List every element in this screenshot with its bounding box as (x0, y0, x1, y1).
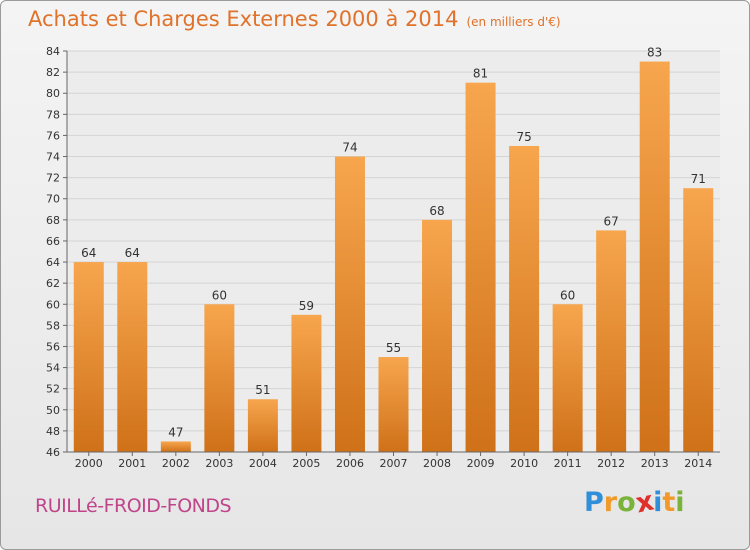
value-label: 67 (604, 214, 619, 228)
bar-2001 (117, 262, 148, 452)
y-tick-label: 78 (46, 108, 60, 121)
value-label: 51 (255, 383, 270, 397)
value-label: 74 (342, 141, 357, 155)
axes: 46 48 50 52 54 56 58 60 62 64 66 68 70 72 74 76 78 80 82 84… (46, 45, 720, 470)
x-tick-label: 2005 (292, 457, 320, 470)
y-tick-label: 82 (46, 66, 60, 79)
y-tick-label: 68 (46, 214, 60, 227)
bar-2004 (247, 399, 278, 452)
y-tick-label: 64 (46, 256, 60, 269)
value-label: 60 (212, 288, 227, 302)
bar-2009 (465, 82, 496, 452)
y-tick-label: 60 (46, 298, 60, 311)
bar-2006 (334, 156, 365, 453)
y-tick-label: 46 (46, 446, 60, 459)
x-tick-label: 2010 (510, 457, 538, 470)
bar-2005 (291, 314, 322, 452)
y-tick-label: 56 (46, 340, 60, 353)
x-tick-label: 2008 (423, 457, 451, 470)
bar-2014 (683, 188, 714, 452)
logo-letter: i (675, 487, 685, 518)
logo-letter: i (653, 487, 663, 518)
y-tick-label: 80 (46, 87, 60, 100)
bar-2000 (73, 262, 104, 452)
logo-letter: P (584, 487, 604, 518)
x-tick-label: 2002 (162, 457, 190, 470)
value-label: 55 (386, 341, 401, 355)
bars: 64 64 47 60 51 59 74 55 68 81 75 60 67 83 71 (73, 46, 714, 453)
value-label: 47 (168, 425, 183, 439)
y-tick-label: 52 (46, 383, 60, 396)
y-tick-label: 62 (46, 277, 60, 290)
y-tick-label: 72 (46, 172, 60, 185)
value-label: 68 (429, 204, 444, 218)
chart-title: Achats et Charges Externes 2000 à 2014 (e… (28, 7, 561, 31)
bar-2008 (422, 219, 453, 452)
value-label: 64 (81, 246, 96, 260)
y-tick-label: 54 (46, 362, 60, 375)
value-label: 75 (516, 130, 531, 144)
value-label: 81 (473, 67, 488, 81)
bar-2013 (639, 61, 670, 452)
y-tick-label: 70 (46, 193, 60, 206)
bar-2002 (160, 441, 191, 452)
x-tick-label: 2014 (684, 457, 712, 470)
x-tick-label: 2000 (75, 457, 103, 470)
value-label: 71 (691, 172, 706, 186)
logo-letter: r (603, 487, 618, 518)
chart-title-text: Achats et Charges Externes 2000 à 2014 (28, 7, 459, 31)
value-label: 60 (560, 288, 575, 302)
x-tick-label: 2009 (467, 457, 495, 470)
y-tick-label: 48 (46, 425, 60, 438)
y-tick-label: 66 (46, 235, 60, 248)
y-tick-label: 76 (46, 129, 60, 142)
bar-2010 (509, 145, 540, 452)
logo-letter: o (617, 487, 636, 518)
y-tick-label: 58 (46, 319, 60, 332)
value-label: 59 (299, 299, 314, 313)
bar-2011 (552, 304, 583, 452)
x-tick-label: 2012 (597, 457, 625, 470)
logo-letter: t (662, 487, 676, 518)
x-tick-label: 2006 (336, 457, 364, 470)
y-tick-label: 74 (46, 151, 60, 164)
y-tick-label: 84 (46, 45, 60, 58)
x-tick-label: 2004 (249, 457, 277, 470)
x-tick-label: 2011 (554, 457, 582, 470)
value-label: 64 (125, 246, 140, 260)
x-tick-label: 2013 (641, 457, 669, 470)
town-name: RUILLé-FROID-FONDS (35, 495, 232, 517)
chart-unit: (en milliers d'€) (466, 15, 561, 29)
x-tick-label: 2003 (205, 457, 233, 470)
bar-2003 (204, 304, 235, 452)
x-tick-label: 2001 (118, 457, 146, 470)
value-label: 83 (647, 46, 662, 60)
bar-2012 (596, 230, 627, 452)
proxiti-logo: Proxiti (584, 486, 685, 520)
bar-2007 (378, 357, 409, 452)
x-tick-label: 2007 (380, 457, 408, 470)
y-tick-label: 50 (46, 404, 60, 417)
